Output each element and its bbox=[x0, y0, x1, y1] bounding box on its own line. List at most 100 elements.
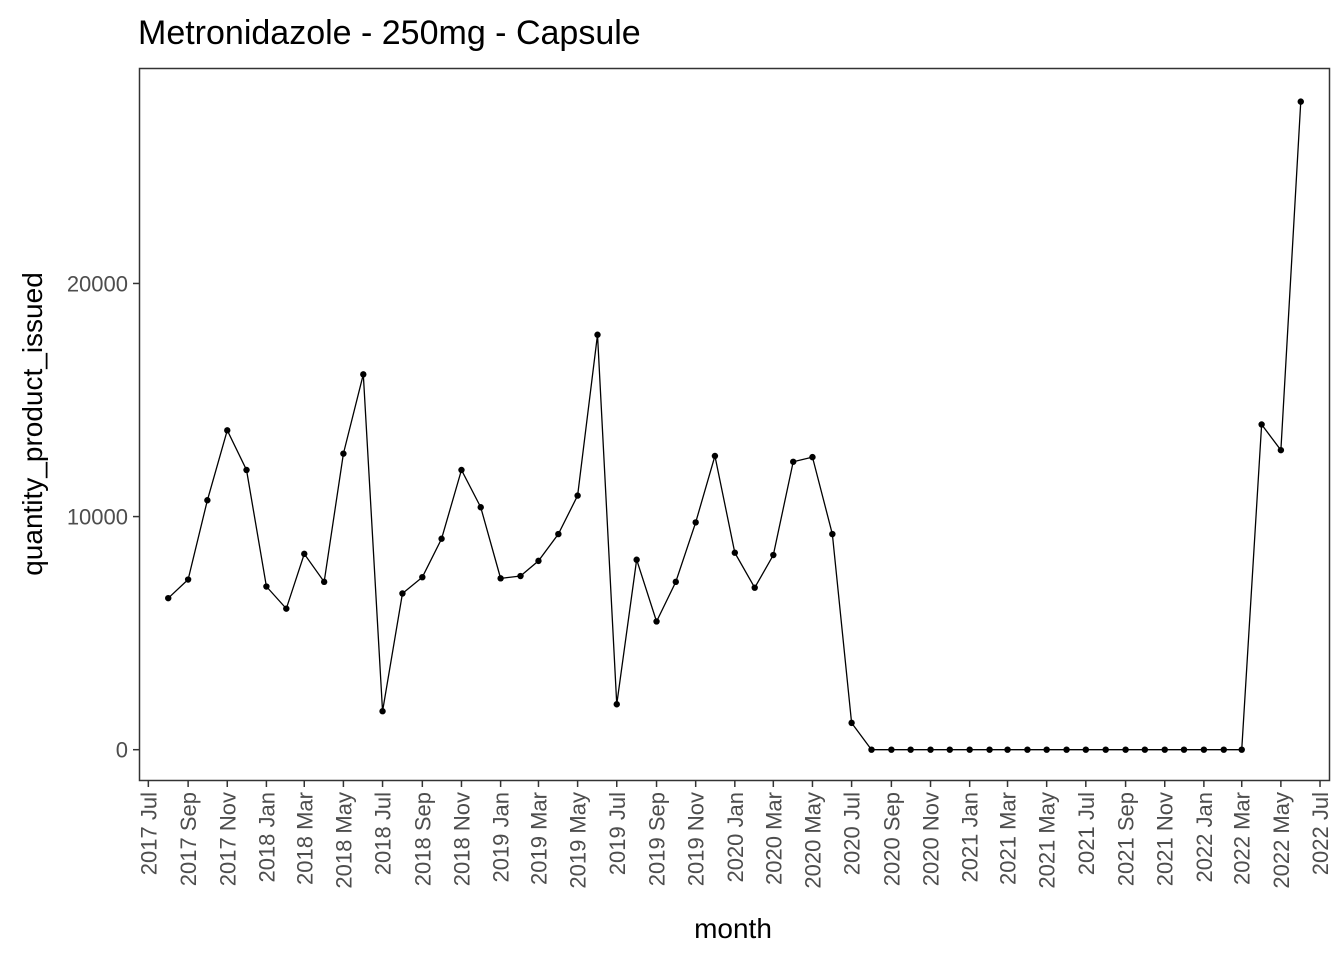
x-tick-label: 2021 Jul bbox=[1074, 792, 1099, 875]
x-tick-label: 2019 Sep bbox=[645, 792, 670, 886]
data-point bbox=[184, 576, 192, 583]
x-tick-label: 2021 Mar bbox=[996, 792, 1021, 885]
x-tick-label: 2020 Nov bbox=[919, 792, 944, 886]
x-tick-label: 2021 Nov bbox=[1153, 792, 1178, 886]
chart-title: Metronidazole - 250mg - Capsule bbox=[138, 14, 641, 52]
x-axis-title: month bbox=[694, 913, 772, 944]
data-point bbox=[1141, 746, 1149, 753]
data-point bbox=[888, 746, 895, 753]
data-point bbox=[243, 466, 250, 474]
y-tick-label: 0 bbox=[116, 738, 128, 763]
x-tick-label: 2017 Jul bbox=[136, 792, 161, 875]
data-point bbox=[1258, 421, 1265, 428]
x-tick-label: 2018 Sep bbox=[410, 792, 435, 886]
x-tick-label: 2022 Jan bbox=[1192, 792, 1217, 883]
data-point bbox=[458, 466, 465, 474]
x-axis: 2017 Jul 2017 Sep 2017 Nov 2018 Jan 2018 Mar… bbox=[136, 780, 1333, 889]
data-point bbox=[165, 594, 172, 602]
data-point bbox=[868, 746, 875, 753]
data-point bbox=[1063, 746, 1070, 753]
data-point bbox=[790, 458, 797, 465]
x-tick-label: 2019 Jul bbox=[605, 792, 630, 875]
data-point bbox=[1122, 746, 1129, 753]
y-axis: 0 10000 20000 bbox=[67, 271, 140, 763]
data-point bbox=[1102, 746, 1109, 753]
data-point bbox=[770, 551, 777, 559]
x-tick-label: 2020 Mar bbox=[761, 792, 786, 885]
x-tick-label: 2022 May bbox=[1269, 792, 1294, 889]
data-point bbox=[379, 708, 386, 715]
data-point bbox=[907, 746, 914, 753]
x-tick-label: 2022 Jul bbox=[1308, 792, 1333, 875]
data-point bbox=[1277, 446, 1285, 454]
data-point bbox=[966, 746, 973, 753]
data-point bbox=[263, 583, 270, 590]
x-tick-label: 2020 Jul bbox=[840, 792, 865, 875]
x-tick-label: 2021 Sep bbox=[1114, 792, 1139, 886]
x-tick-label: 2017 Sep bbox=[176, 792, 201, 886]
data-point bbox=[204, 497, 211, 504]
x-tick-label: 2019 May bbox=[566, 792, 591, 889]
data-point bbox=[1200, 746, 1208, 753]
data-point bbox=[633, 556, 640, 563]
data-point bbox=[829, 530, 836, 538]
y-tick-label: 10000 bbox=[67, 505, 128, 530]
data-point bbox=[535, 557, 542, 565]
data-point bbox=[946, 746, 953, 753]
x-tick-label: 2019 Mar bbox=[526, 792, 551, 885]
x-tick-label: 2020 Jan bbox=[723, 792, 748, 883]
data-point bbox=[1238, 746, 1245, 753]
data-point bbox=[986, 746, 993, 753]
series-quantity-product-issued bbox=[165, 98, 1304, 753]
data-point bbox=[1024, 746, 1031, 753]
data-point bbox=[711, 452, 719, 460]
x-tick-label: 2018 Jan bbox=[254, 792, 279, 883]
data-point bbox=[1220, 746, 1227, 753]
x-tick-label: 2020 Sep bbox=[879, 792, 904, 886]
x-tick-label: 2019 Nov bbox=[684, 792, 709, 886]
data-point bbox=[555, 530, 562, 538]
x-tick-label: 2018 Jul bbox=[371, 792, 396, 875]
data-point bbox=[653, 618, 660, 625]
data-point bbox=[731, 549, 739, 556]
data-point bbox=[751, 584, 758, 591]
data-point bbox=[927, 746, 934, 753]
data-point bbox=[340, 450, 347, 457]
data-point bbox=[1161, 746, 1168, 753]
data-point bbox=[517, 572, 524, 580]
data-point bbox=[1043, 746, 1050, 753]
data-point bbox=[613, 701, 620, 708]
data-point bbox=[809, 453, 816, 461]
y-axis-title: quantity_product_issued bbox=[17, 272, 48, 576]
y-tick-label: 20000 bbox=[67, 271, 128, 296]
data-point bbox=[672, 578, 679, 586]
data-point bbox=[497, 575, 504, 582]
data-point bbox=[438, 535, 445, 542]
data-point bbox=[1082, 746, 1090, 753]
x-tick-label: 2018 May bbox=[331, 792, 356, 889]
x-tick-label: 2022 Mar bbox=[1230, 792, 1255, 885]
data-point bbox=[399, 590, 406, 597]
x-tick-label: 2019 Jan bbox=[489, 792, 514, 883]
x-tick-label: 2021 May bbox=[1035, 792, 1060, 889]
data-point bbox=[848, 719, 855, 727]
data-point bbox=[283, 605, 290, 612]
x-tick-label: 2017 Nov bbox=[215, 792, 240, 886]
data-point bbox=[692, 519, 699, 526]
data-point bbox=[360, 371, 367, 378]
data-point bbox=[301, 550, 308, 558]
x-tick-label: 2018 Mar bbox=[292, 792, 317, 885]
plot-panel bbox=[138, 67, 1331, 782]
data-point bbox=[320, 578, 328, 586]
data-point bbox=[477, 504, 484, 511]
x-tick-label: 2018 Nov bbox=[449, 792, 474, 886]
data-point bbox=[594, 331, 601, 338]
data-point bbox=[419, 573, 426, 581]
data-point bbox=[1297, 98, 1304, 105]
data-point bbox=[1180, 746, 1188, 753]
x-tick-label: 2021 Jan bbox=[958, 792, 983, 883]
data-point bbox=[224, 427, 231, 434]
data-point bbox=[574, 492, 581, 499]
data-point bbox=[1004, 746, 1011, 753]
